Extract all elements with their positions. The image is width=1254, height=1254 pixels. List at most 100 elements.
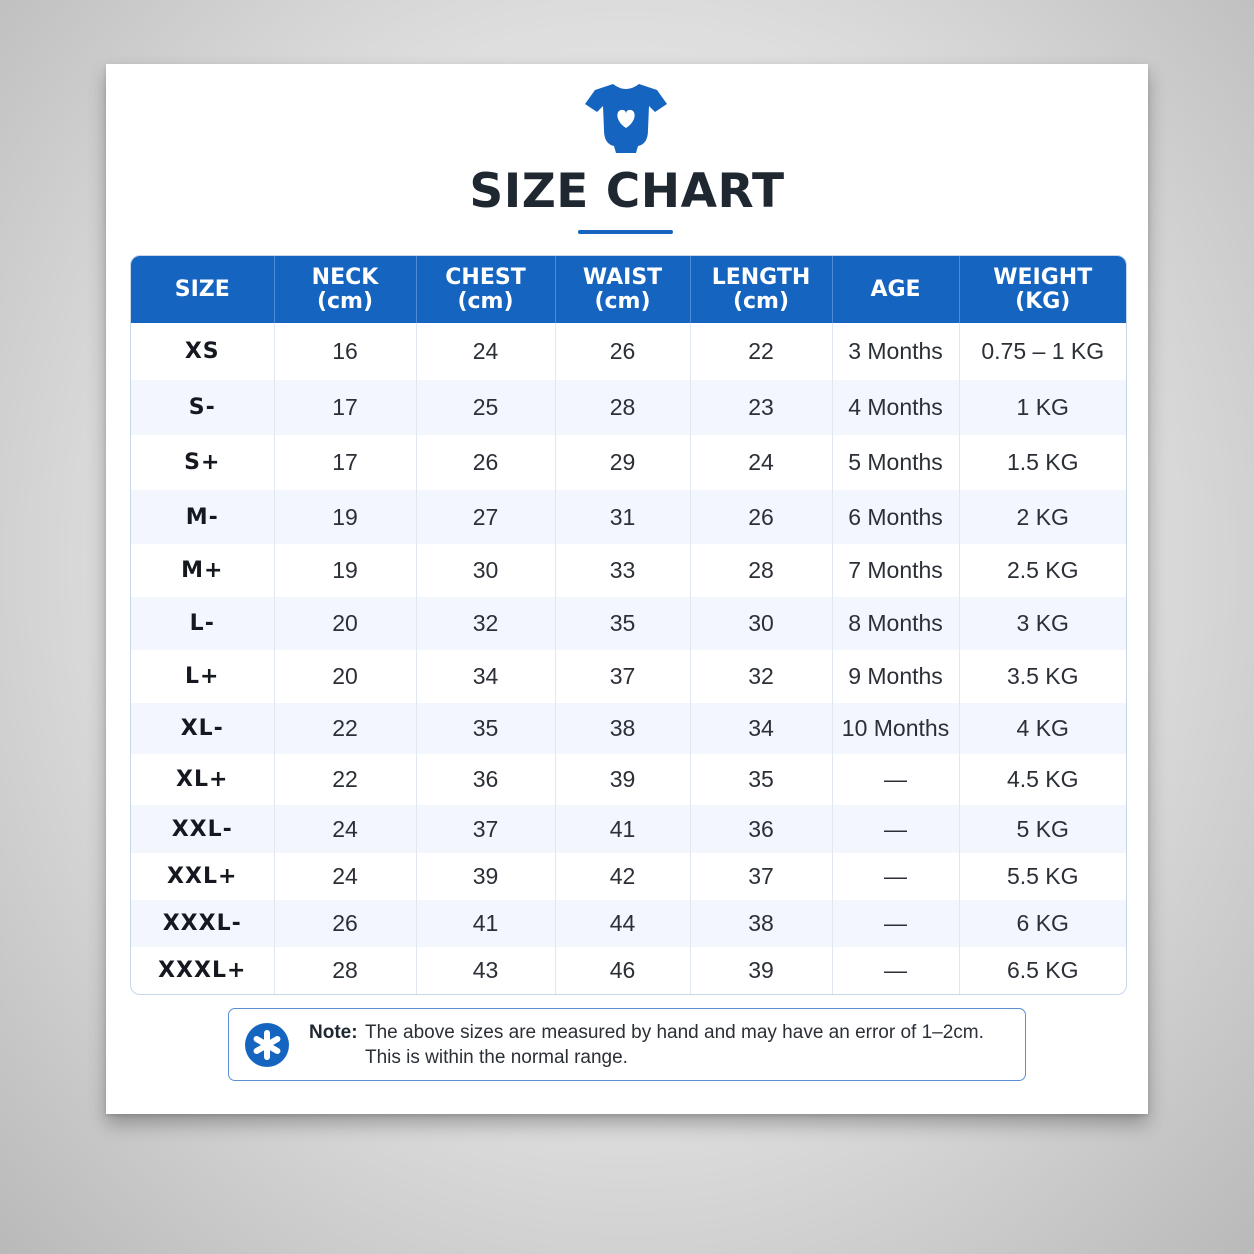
table-cell: 38	[555, 703, 691, 754]
table-row: XXL+ 24 39 42 37— 5.5 KG	[131, 853, 1126, 900]
table-cell: 34	[416, 650, 556, 703]
table-cell: 38	[690, 900, 833, 947]
column-header-weight: WEIGHT (KG)	[959, 256, 1126, 323]
column-header-size: SIZE	[131, 256, 275, 323]
table-cell: 35	[690, 754, 833, 805]
table-cell: 17	[274, 435, 417, 490]
table-cell: 1 KG	[959, 380, 1126, 435]
table-cell: 41	[555, 805, 691, 853]
size-table-container: SIZE NECK (cm) CHEST (cm) WAIST (cm) LENGTH (cm)…	[130, 255, 1127, 995]
size-label-cell: S+	[131, 435, 275, 490]
table-cell: 39	[416, 853, 556, 900]
table-row: M+ 19 30 33 28 7 Months 2.5 KG	[131, 544, 1126, 597]
table-cell: 27	[416, 490, 556, 544]
table-cell: 26	[690, 490, 833, 544]
column-header-waist: WAIST (cm)	[555, 256, 691, 323]
table-cell: 5 Months	[832, 435, 960, 490]
table-cell: 37	[555, 650, 691, 703]
table-cell: 37	[416, 805, 556, 853]
table-cell: 6.5 KG	[1006, 957, 1079, 983]
table-row: S- 17 25 28 23 4 Months 1 KG	[131, 380, 1126, 435]
table-row: XXL- 24 37 41 36—5 KG	[131, 805, 1126, 853]
table-cell: 16	[274, 323, 417, 380]
table-header-row: SIZE NECK (cm) CHEST (cm) WAIST (cm) LENGTH (cm)…	[131, 256, 1126, 323]
table-cell: —	[832, 853, 960, 900]
column-header-neck: NECK (cm)	[274, 256, 417, 323]
size-label-cell: XXL-	[131, 805, 275, 853]
table-cell: 42	[555, 853, 691, 900]
size-label-cell: S-	[131, 380, 275, 435]
table-cell: —	[832, 754, 960, 805]
table-cell: 33	[555, 544, 691, 597]
table-cell: 17	[274, 380, 417, 435]
column-header-label: LENGTH	[711, 264, 811, 290]
size-label-cell: XXL+	[131, 853, 275, 900]
size-label-cell: XL-	[131, 703, 275, 754]
table-cell: 34	[690, 703, 833, 754]
table-cell: 9 Months	[832, 650, 960, 703]
note-label: Note:	[309, 1022, 358, 1043]
note-text-line-1: The above sizes are measured by hand and…	[365, 1022, 984, 1043]
table-cell: 22	[690, 323, 833, 380]
table-cell: 8 Months	[832, 597, 960, 650]
table-cell: 39	[555, 754, 691, 805]
table-cell: —	[832, 947, 960, 994]
table-cell: 37	[690, 853, 833, 900]
title-underline	[578, 230, 673, 234]
page-title: SIZE CHART	[469, 164, 785, 219]
column-header-label: AGE	[870, 276, 921, 302]
column-header-unit: (cm)	[316, 288, 374, 314]
size-label-cell: XS	[131, 323, 275, 380]
table-cell: 32	[416, 597, 556, 650]
table-cell: 35	[416, 703, 556, 754]
size-label-cell: M+	[131, 544, 275, 597]
note-box: Note: The above sizes are measured by ha…	[228, 1008, 1026, 1081]
table-cell: 43	[416, 947, 556, 994]
table-cell: 4.5 KG	[1006, 766, 1079, 792]
table-cell: 36	[416, 754, 556, 805]
table-cell: 20	[274, 597, 417, 650]
table-row: L- 20 32 35 30 8 Months 3 KG	[131, 597, 1126, 650]
table-cell: 29	[555, 435, 691, 490]
table-cell: 1.5 KG	[1006, 449, 1079, 475]
table-cell: 46	[555, 947, 691, 994]
table-cell: 28	[690, 544, 833, 597]
table-cell: 26	[274, 900, 417, 947]
table-cell: 5.5 KG	[1006, 863, 1079, 889]
column-header-length: LENGTH (cm)	[690, 256, 833, 323]
table-cell: 0.75 – 1 KG	[981, 338, 1105, 364]
table-cell: 3 Months	[832, 323, 960, 380]
table-cell: 3 KG	[959, 597, 1126, 650]
table-row: S+ 17 26 29 24 5 Months 1.5 KG	[131, 435, 1126, 490]
table-cell: 20	[274, 650, 417, 703]
column-header-unit: (cm)	[732, 288, 790, 314]
table-cell: 4 Months	[832, 380, 960, 435]
table-cell: 24	[690, 435, 833, 490]
table-cell: 24	[274, 853, 417, 900]
size-chart-card: SIZE CHART SIZE NECK (cm) CHEST (cm) WAIST (cm…	[106, 64, 1148, 1114]
column-header-chest: CHEST (cm)	[416, 256, 556, 323]
size-label-cell: M-	[131, 490, 275, 544]
table-row: XL+ 22 36 39 35— 4.5 KG	[131, 754, 1126, 805]
table-cell: 23	[690, 380, 833, 435]
table-cell: 39	[690, 947, 833, 994]
table-cell: 26	[555, 323, 691, 380]
table-row: XXXL+ 28 43 46 39— 6.5 KG	[131, 947, 1126, 994]
table-row: L+ 20 34 37 32 9 Months 3.5 KG	[131, 650, 1126, 703]
column-header-age: AGE	[832, 256, 960, 323]
column-header-unit: (cm)	[594, 288, 651, 314]
table-cell: 28	[274, 947, 417, 994]
table-body: XS 16 24 26 22 3 Months 0.75 – 1 KG S- 17 25 28 23 4…	[131, 323, 1126, 994]
table-row: XS 16 24 26 22 3 Months 0.75 – 1 KG	[131, 323, 1126, 380]
table-cell: 41	[416, 900, 556, 947]
table-cell: 24	[274, 805, 417, 853]
table-cell: 7 Months	[832, 544, 960, 597]
note-text-line-2: This is within the normal range.	[365, 1047, 628, 1068]
column-header-unit: (KG)	[1015, 288, 1071, 314]
size-label-cell: XL+	[131, 754, 275, 805]
column-header-label: WAIST	[582, 264, 663, 290]
table-cell: 2 KG	[959, 490, 1126, 544]
table-cell: 10 Months	[832, 703, 960, 754]
table-cell: 44	[555, 900, 691, 947]
table-cell: 31	[555, 490, 691, 544]
